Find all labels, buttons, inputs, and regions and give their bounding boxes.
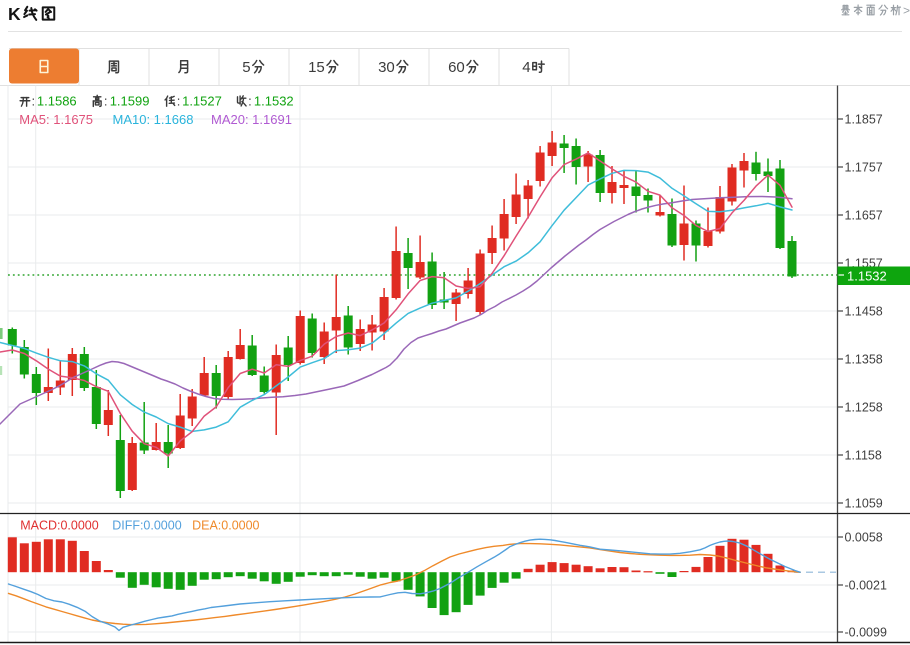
svg-text::: :	[177, 94, 181, 109]
svg-text:MACD:0.0000: MACD:0.0000	[20, 519, 99, 533]
svg-text:1.1757: 1.1757	[845, 160, 883, 174]
svg-text:-0.0099: -0.0099	[845, 625, 887, 639]
svg-text:4: 4	[522, 59, 530, 76]
svg-text:K: K	[8, 4, 21, 24]
svg-text::: :	[32, 94, 36, 109]
svg-text:1.1657: 1.1657	[845, 208, 883, 222]
svg-text:1.1258: 1.1258	[845, 400, 883, 414]
svg-text:DIFF:0.0000: DIFF:0.0000	[112, 519, 182, 533]
svg-text:1.1059: 1.1059	[845, 496, 883, 510]
svg-text:1.1527: 1.1527	[182, 94, 222, 109]
svg-text:0.0058: 0.0058	[845, 530, 883, 544]
svg-text:MA20: 1.1691: MA20: 1.1691	[211, 112, 292, 127]
svg-text:1.1532: 1.1532	[254, 94, 294, 109]
svg-text:15: 15	[308, 59, 325, 76]
svg-text:1.1857: 1.1857	[845, 112, 883, 126]
svg-text:1.1458: 1.1458	[845, 304, 883, 318]
svg-text:30: 30	[378, 59, 395, 76]
svg-text:1.1358: 1.1358	[845, 352, 883, 366]
svg-text:1.1532: 1.1532	[847, 268, 887, 283]
svg-text:>: >	[903, 4, 910, 18]
svg-text::: :	[248, 94, 252, 109]
svg-text:1.1158: 1.1158	[845, 448, 882, 462]
svg-text:1.1586: 1.1586	[37, 94, 77, 109]
svg-text:DEA:0.0000: DEA:0.0000	[192, 519, 259, 533]
svg-text:5: 5	[242, 59, 250, 76]
svg-text:MA5: 1.1675: MA5: 1.1675	[19, 112, 93, 127]
svg-text::: :	[104, 94, 108, 109]
svg-text:1.1599: 1.1599	[110, 94, 150, 109]
svg-text:60: 60	[448, 59, 465, 76]
svg-text:-0.0021: -0.0021	[845, 578, 887, 592]
svg-text:MA10: 1.1668: MA10: 1.1668	[113, 112, 194, 127]
